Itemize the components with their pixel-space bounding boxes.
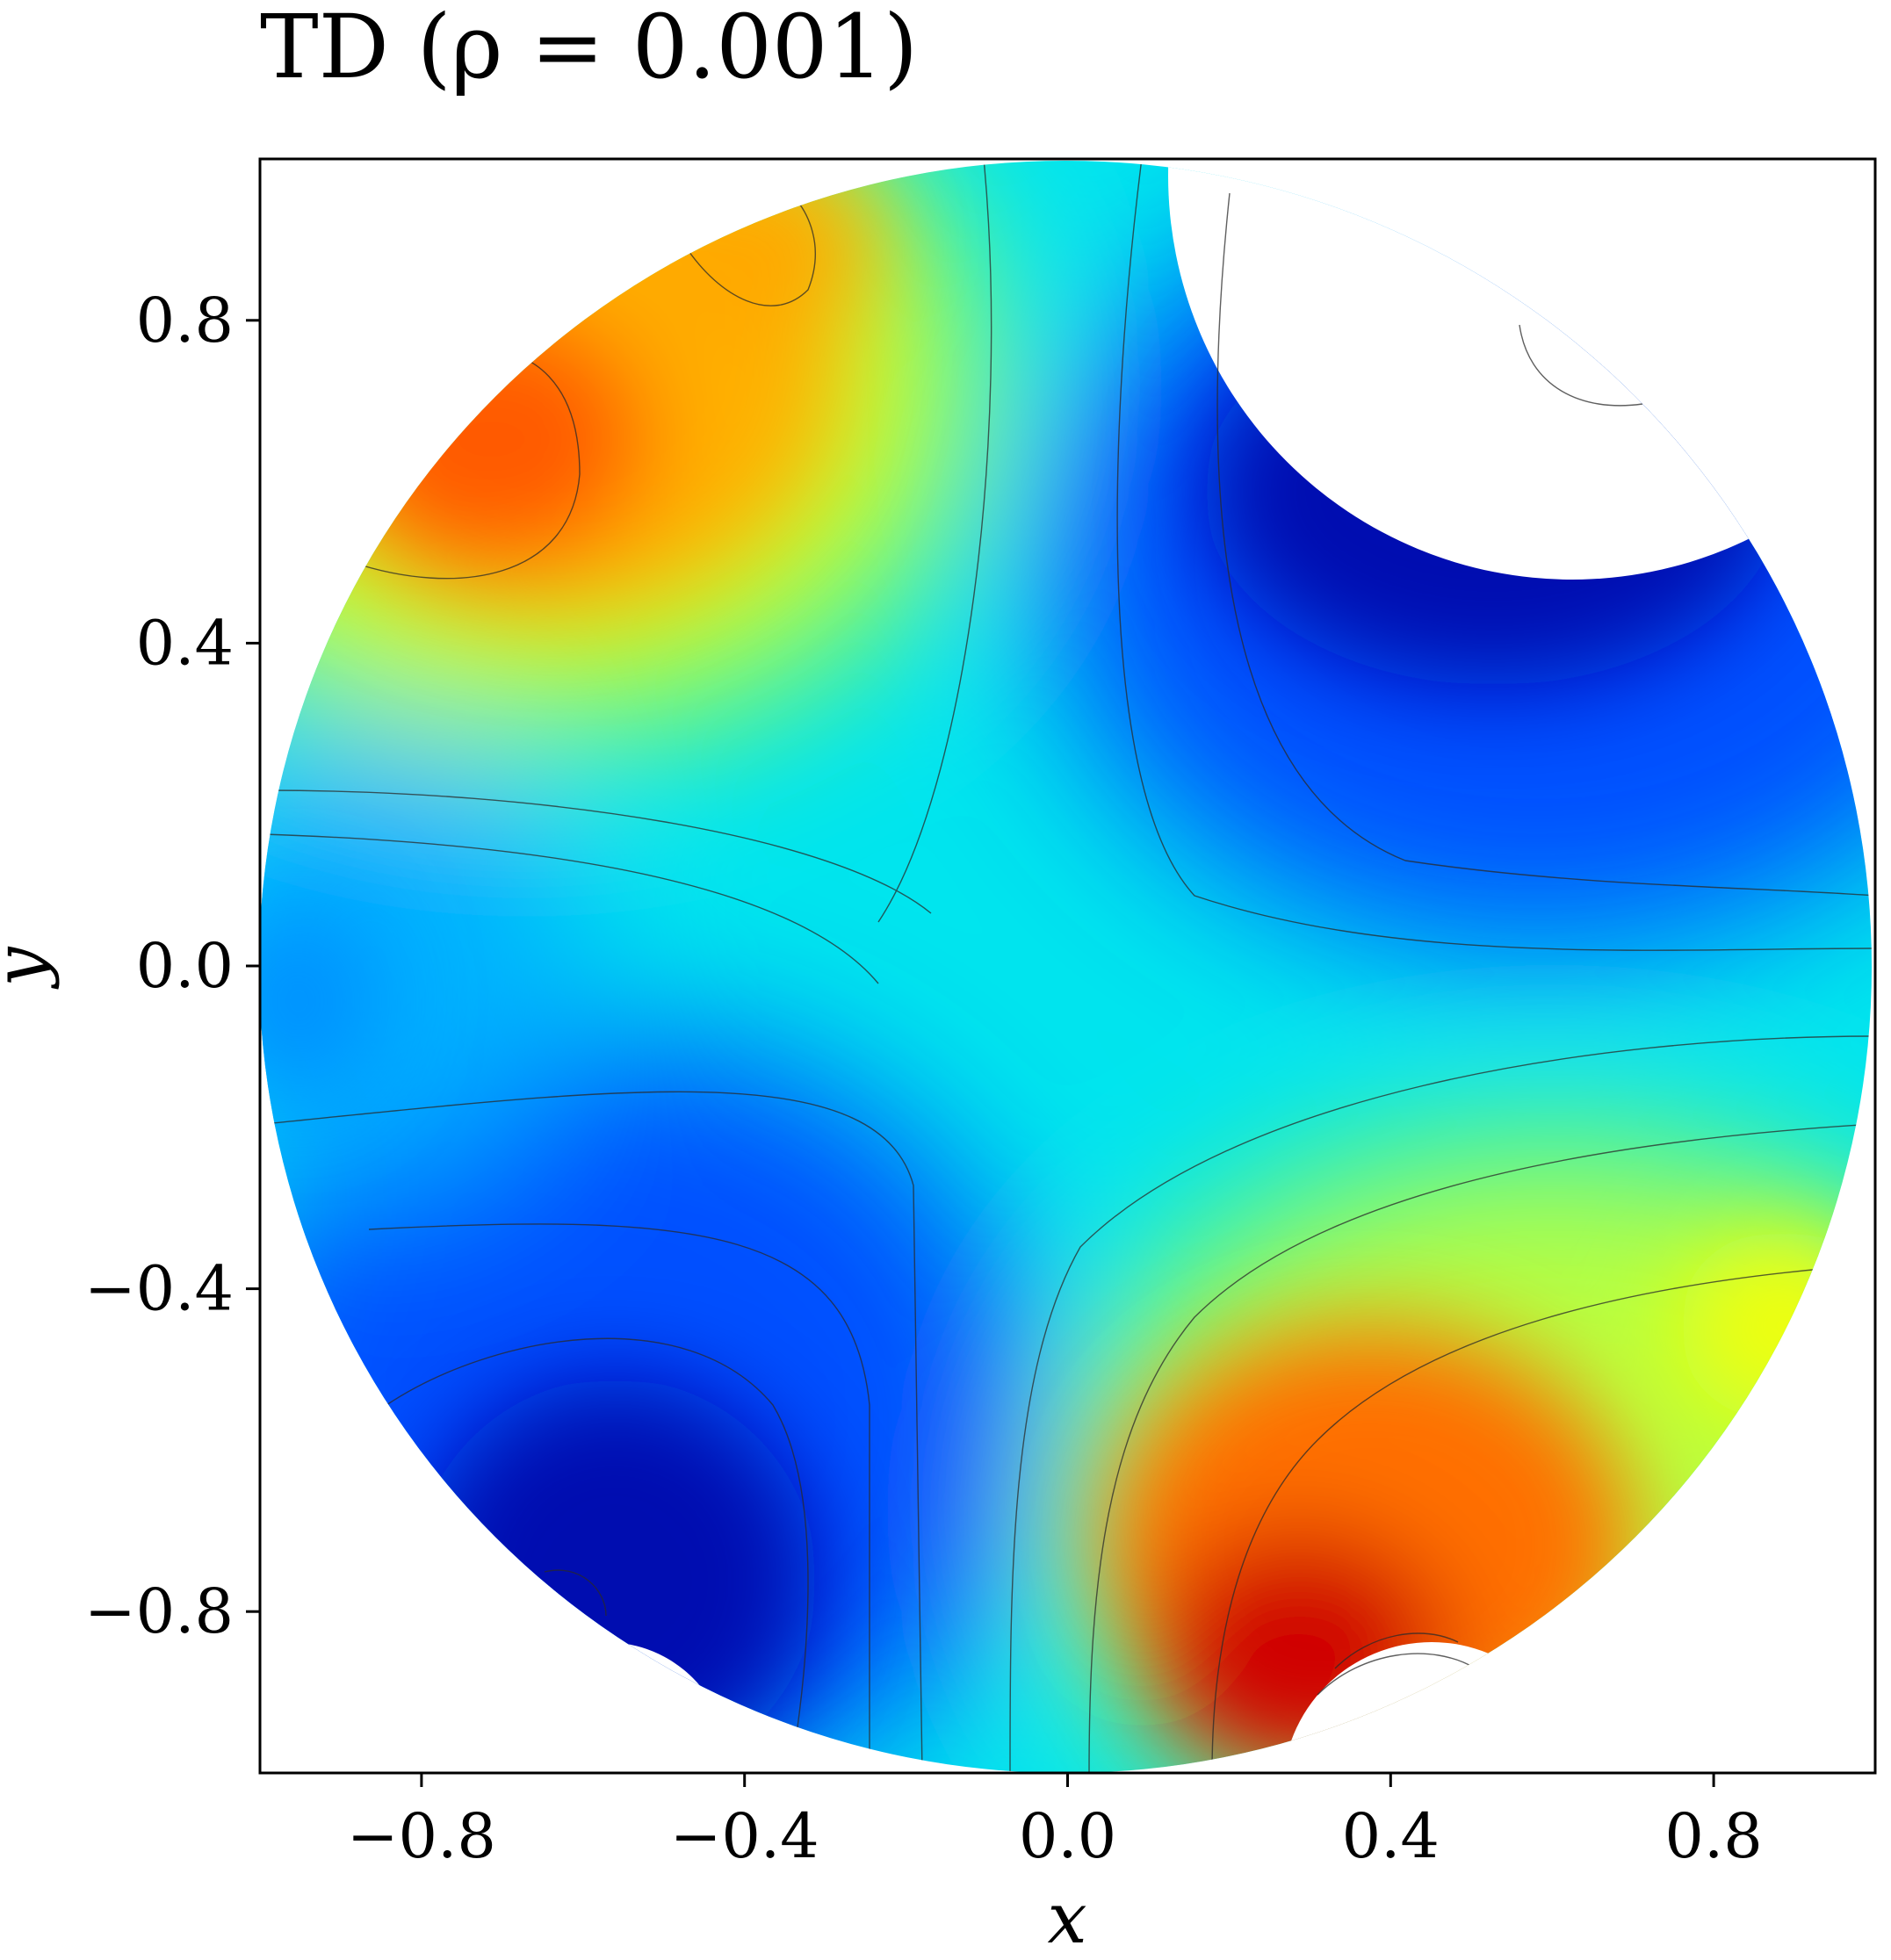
- contour-lines: [263, 161, 1872, 1773]
- y-axis: −0.8 −0.4 0.0 0.4 0.8: [84, 285, 260, 1647]
- x-axis-label: x: [1047, 1877, 1086, 1959]
- chart-title: TD (ρ = 0.001): [260, 0, 918, 98]
- y-axis-label: y: [0, 946, 61, 990]
- field-lower-left-min: [413, 1379, 817, 1773]
- x-tick-label: −0.4: [670, 1800, 819, 1872]
- empty-region-bottom-right: [1282, 1642, 1581, 1773]
- plot-area: [258, 157, 1877, 1775]
- x-tick-label: 0.0: [1019, 1800, 1116, 1872]
- y-tick-label: −0.8: [84, 1575, 234, 1647]
- field-right-warm: [1678, 1229, 1872, 1423]
- x-tick-label: 0.4: [1342, 1800, 1440, 1872]
- y-tick-label: 0.4: [136, 607, 234, 679]
- field-left-min: [259, 904, 378, 1098]
- y-tick-label: −0.4: [84, 1253, 234, 1325]
- contour-field: [259, 161, 1872, 1773]
- x-tick-label: −0.8: [347, 1800, 496, 1872]
- field-upper-left-peak: [334, 307, 650, 571]
- x-axis: −0.8 −0.4 0.0 0.4 0.8: [347, 1773, 1763, 1872]
- y-tick-label: 0.0: [136, 930, 234, 1002]
- field-top-hot: [632, 161, 878, 342]
- x-tick-label: 0.8: [1664, 1800, 1762, 1872]
- y-tick-label: 0.8: [136, 285, 234, 357]
